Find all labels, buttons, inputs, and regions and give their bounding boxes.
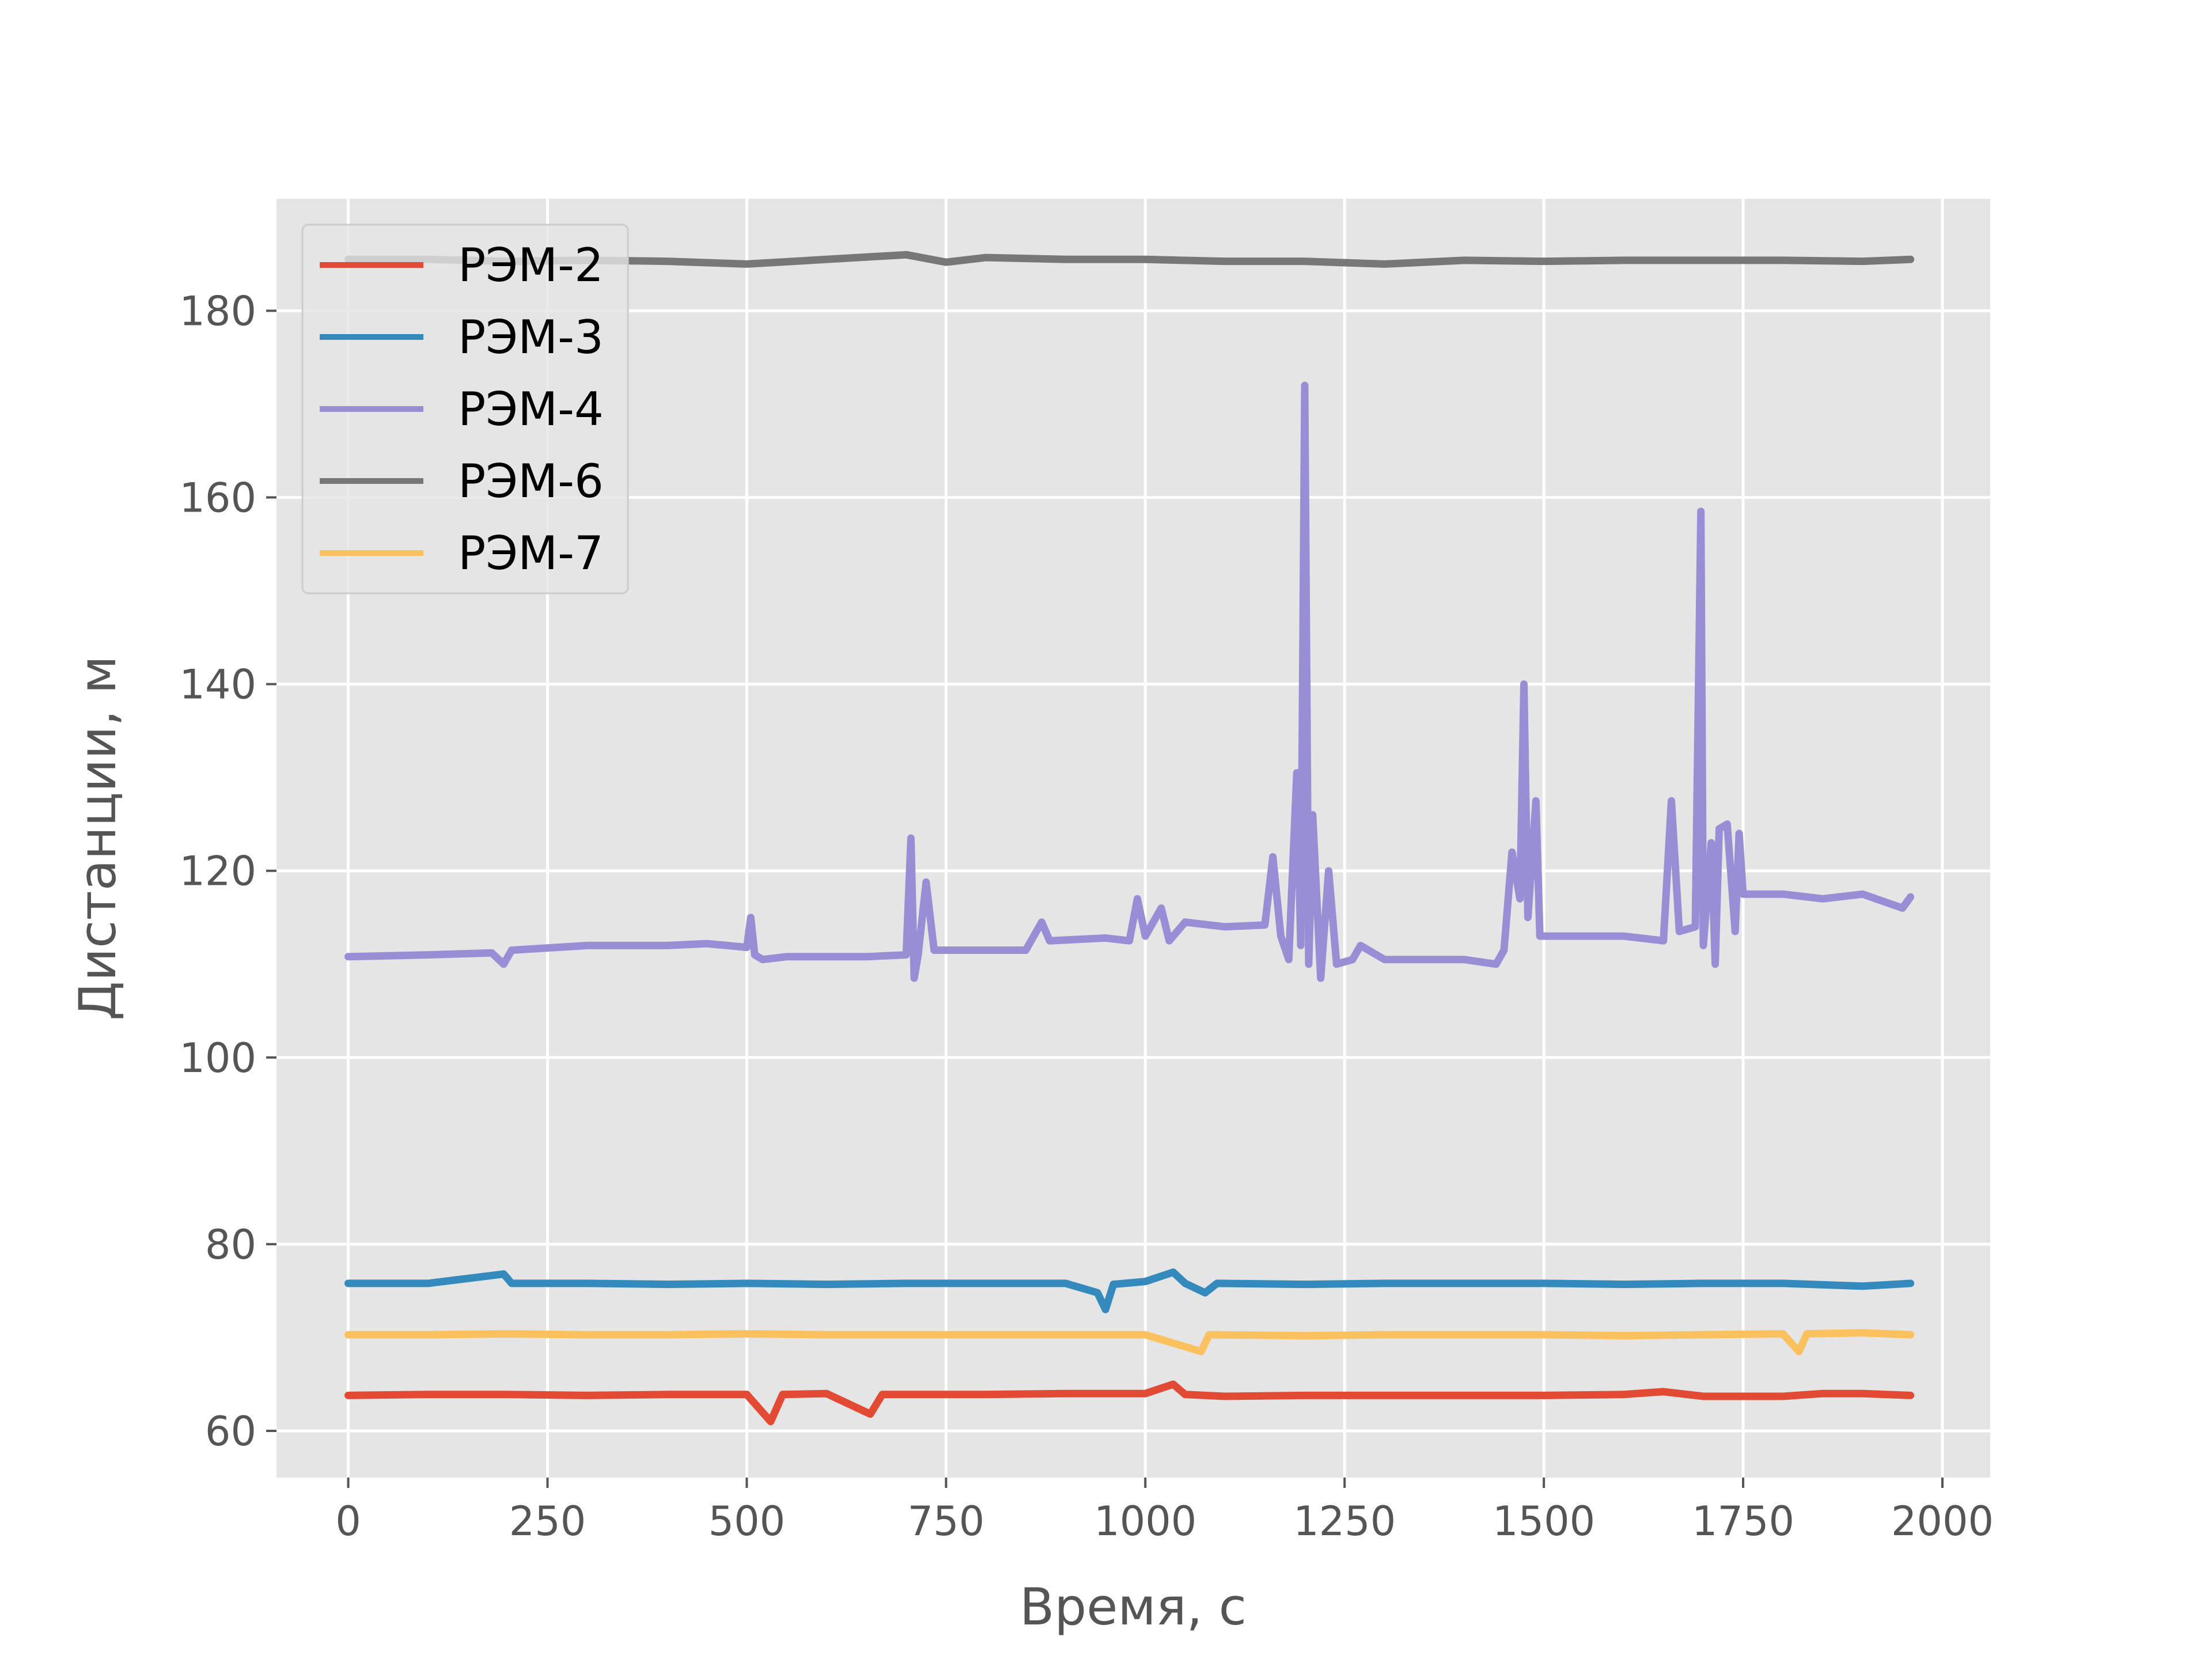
x-tick-label: 1750 — [1692, 1498, 1794, 1545]
x-tick-label: 250 — [509, 1498, 586, 1545]
legend-label: РЭМ-7 — [458, 527, 604, 580]
y-tick-label: 180 — [179, 287, 256, 335]
y-axis-label: Дистанции, м — [68, 656, 127, 1021]
series-line-5 — [344, 1329, 1915, 1355]
series-line-3 — [344, 381, 1915, 982]
y-tick-label: 140 — [179, 661, 256, 709]
legend-label: РЭМ-3 — [458, 310, 604, 364]
x-tick-label: 1500 — [1493, 1498, 1595, 1545]
legend-label: РЭМ-4 — [458, 382, 604, 436]
legend-box — [301, 224, 629, 594]
x-tick-label: 750 — [908, 1498, 985, 1545]
legend-label: РЭМ-6 — [458, 454, 604, 508]
series-lines — [344, 251, 1915, 1426]
legend: РЭМ-2 РЭМ-3 РЭМ-4 РЭМ-6 РЭМ-7 — [301, 224, 629, 594]
x-tick-label: 1000 — [1094, 1498, 1196, 1545]
y-tick-label: 160 — [179, 475, 256, 522]
series-line-2 — [344, 1268, 1915, 1313]
x-tick-label: 2000 — [1891, 1498, 1994, 1545]
y-tick-label: 80 — [205, 1221, 256, 1268]
x-axis-label: Время, с — [1020, 1577, 1247, 1637]
axis-ticks: 0 250 500 750 1000 1250 1500 1750 2000 60 80 100 120… — [179, 287, 1994, 1545]
y-tick-label: 60 — [205, 1408, 256, 1455]
x-tick-label: 1250 — [1293, 1498, 1396, 1545]
x-tick-label: 0 — [335, 1498, 361, 1545]
y-tick-label: 100 — [179, 1035, 256, 1082]
legend-label: РЭМ-2 — [458, 238, 604, 292]
series-line-1 — [344, 1380, 1915, 1426]
grid-lines — [276, 199, 1990, 1478]
y-tick-label: 120 — [179, 848, 256, 895]
x-tick-label: 500 — [709, 1498, 786, 1545]
